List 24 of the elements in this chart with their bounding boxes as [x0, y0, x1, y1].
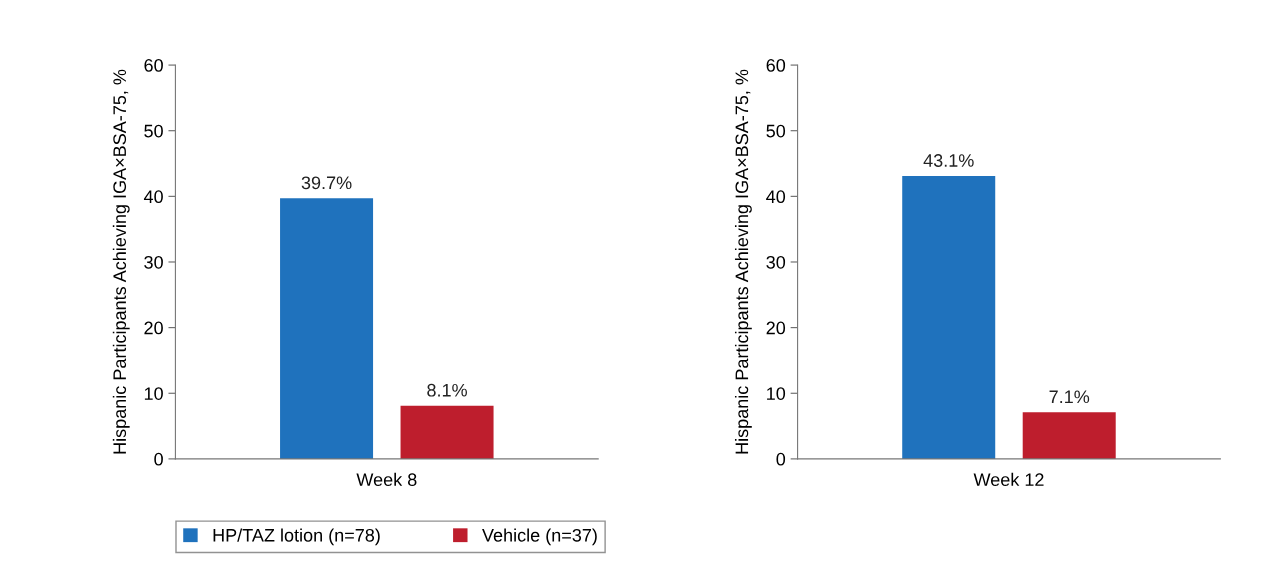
y-tick-label: 30: [144, 255, 163, 269]
data-label: 39.7%: [301, 176, 352, 190]
legend-label: HP/TAZ lotion (n=78): [213, 528, 380, 546]
y-axis-title: Hispanic Participants Achieving IGA×BSA-75, %: [734, 69, 752, 454]
x-tick-label: Week 8: [356, 472, 417, 487]
y-tick-label: 50: [144, 124, 163, 138]
y-tick-label: 40: [766, 190, 786, 204]
y-tick-label: 40: [143, 190, 163, 204]
data-label: 7.1%: [1049, 390, 1090, 404]
y-tick-label: 0: [776, 452, 786, 466]
y-tick-label: 50: [766, 124, 786, 138]
y-tick-label: 60: [144, 59, 163, 72]
y-tick-label: 10: [767, 387, 786, 400]
y-tick-label: 10: [144, 387, 163, 400]
data-label: 43.1%: [923, 154, 974, 167]
y-axis-title: Hispanic Participants Achieving IGA×BSA-75, %: [112, 69, 130, 454]
legend-label: Vehicle (n=37): [482, 528, 597, 546]
y-tick-label: 0: [154, 452, 163, 466]
data-label: 8.1%: [427, 383, 467, 397]
y-tick-label: 30: [766, 255, 786, 269]
x-tick-label: Week 12: [973, 472, 1044, 487]
y-tick-label: 20: [144, 321, 163, 335]
y-tick-label: 20: [766, 321, 786, 335]
y-tick-label: 60: [766, 59, 786, 72]
